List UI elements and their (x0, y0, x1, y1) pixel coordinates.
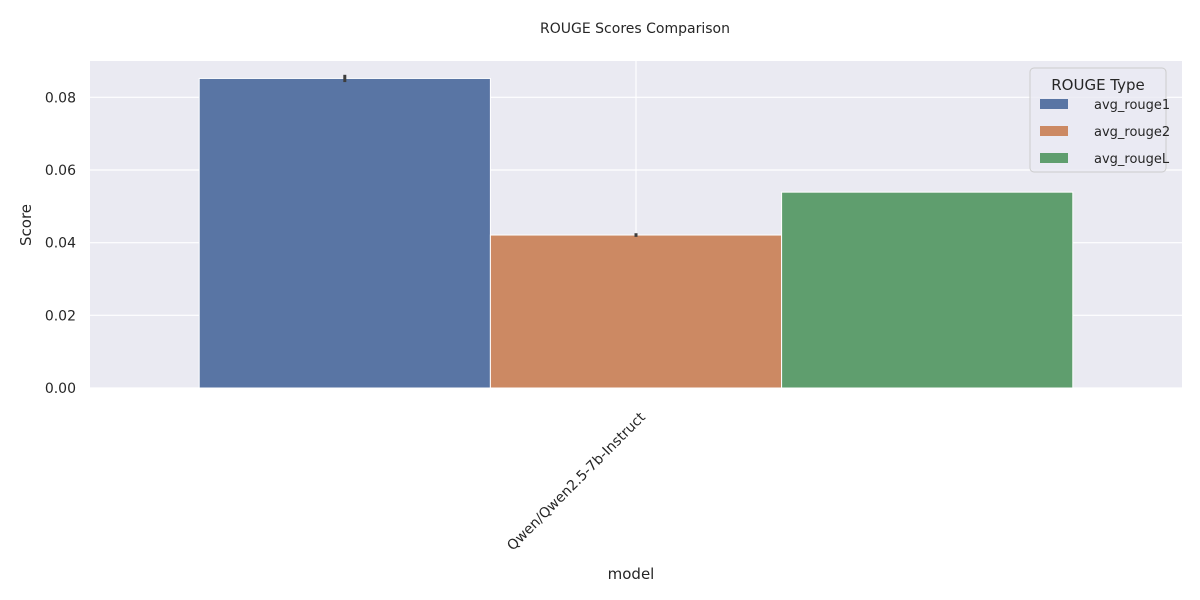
x-tick-label: Qwen/Qwen2.5-7b-Instruct (504, 409, 649, 554)
legend-label-avg_rouge1: avg_rouge1 (1094, 98, 1170, 113)
legend-swatch-avg_rougeL (1040, 153, 1068, 163)
chart-title: ROUGE Scores Comparison (540, 21, 730, 37)
legend-label-avg_rougeL: avg_rougeL (1094, 152, 1170, 167)
x-axis-ticks: Qwen/Qwen2.5-7b-Instruct (504, 409, 649, 554)
bar-avg_rougeL (781, 191, 1074, 389)
y-tick-label: 0.04 (45, 236, 76, 252)
y-tick-label: 0.02 (45, 308, 76, 324)
y-tick-label: 0.06 (45, 163, 76, 179)
y-tick-label: 0.08 (45, 90, 76, 106)
legend-swatch-avg_rouge2 (1040, 126, 1068, 136)
bar-avg_rouge1 (198, 77, 491, 389)
bar-avg_rouge2 (489, 234, 783, 389)
legend: ROUGE Type avg_rouge1 avg_rouge2 avg_rouge… (1029, 67, 1170, 173)
legend-label-avg_rouge2: avg_rouge2 (1094, 125, 1170, 140)
y-tick-label: 0.00 (45, 381, 76, 397)
y-axis-ticks: 0.00 0.02 0.04 0.06 0.08 (45, 90, 76, 397)
legend-box (1029, 67, 1167, 173)
y-axis-label: Score (17, 204, 35, 246)
legend-title: ROUGE Type (1051, 76, 1145, 94)
x-axis-label: model (608, 565, 655, 583)
bars-group (198, 74, 1074, 389)
legend-swatch-avg_rouge1 (1040, 99, 1068, 109)
